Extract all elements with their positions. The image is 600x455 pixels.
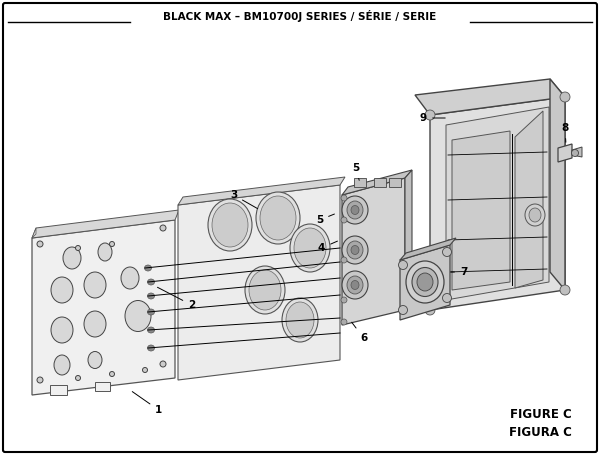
Ellipse shape: [412, 268, 438, 297]
Text: 7: 7: [451, 267, 467, 277]
Ellipse shape: [160, 225, 166, 231]
Ellipse shape: [148, 327, 155, 333]
Ellipse shape: [110, 371, 115, 376]
Polygon shape: [415, 79, 565, 115]
Ellipse shape: [256, 192, 300, 244]
Ellipse shape: [571, 150, 578, 157]
Ellipse shape: [98, 243, 112, 261]
Ellipse shape: [529, 208, 541, 222]
Polygon shape: [50, 385, 67, 395]
Ellipse shape: [425, 110, 435, 120]
Text: 1: 1: [132, 392, 162, 415]
Ellipse shape: [525, 204, 545, 226]
Ellipse shape: [63, 247, 81, 269]
Ellipse shape: [245, 266, 285, 314]
Ellipse shape: [351, 206, 359, 214]
Ellipse shape: [208, 199, 252, 251]
Polygon shape: [405, 170, 412, 310]
Ellipse shape: [54, 355, 70, 375]
Ellipse shape: [341, 195, 347, 201]
Ellipse shape: [341, 217, 347, 223]
Text: 3: 3: [230, 190, 257, 209]
Ellipse shape: [341, 319, 347, 325]
Ellipse shape: [148, 293, 155, 299]
Ellipse shape: [145, 265, 151, 271]
Text: 9: 9: [420, 113, 445, 123]
Polygon shape: [95, 382, 110, 391]
Polygon shape: [430, 97, 565, 310]
Text: 2: 2: [157, 287, 195, 310]
Text: BLACK MAX – BM10700J SERIES / SÉRIE / SERIE: BLACK MAX – BM10700J SERIES / SÉRIE / SE…: [163, 10, 437, 22]
Ellipse shape: [160, 361, 166, 367]
Polygon shape: [32, 220, 175, 395]
Ellipse shape: [290, 224, 330, 272]
Ellipse shape: [249, 270, 281, 310]
Ellipse shape: [351, 280, 359, 289]
Text: 8: 8: [562, 123, 569, 142]
Ellipse shape: [212, 203, 248, 247]
Ellipse shape: [342, 236, 368, 264]
Polygon shape: [572, 147, 582, 157]
Ellipse shape: [84, 311, 106, 337]
Text: 5: 5: [352, 163, 359, 180]
Ellipse shape: [76, 246, 80, 251]
Ellipse shape: [294, 228, 326, 268]
Ellipse shape: [76, 375, 80, 380]
Text: 6: 6: [352, 322, 367, 343]
Ellipse shape: [342, 196, 368, 224]
Ellipse shape: [148, 279, 155, 285]
Ellipse shape: [148, 345, 155, 351]
Polygon shape: [342, 170, 412, 195]
Ellipse shape: [425, 305, 435, 315]
Ellipse shape: [347, 276, 363, 294]
Ellipse shape: [37, 241, 43, 247]
Text: FIGURA C: FIGURA C: [509, 425, 572, 439]
Polygon shape: [354, 178, 366, 187]
Polygon shape: [558, 144, 572, 162]
Ellipse shape: [443, 293, 452, 303]
Ellipse shape: [51, 277, 73, 303]
Ellipse shape: [351, 246, 359, 254]
Ellipse shape: [84, 272, 106, 298]
Polygon shape: [178, 185, 340, 380]
Ellipse shape: [398, 305, 407, 314]
Ellipse shape: [406, 261, 444, 303]
Ellipse shape: [148, 309, 155, 315]
Polygon shape: [400, 245, 450, 320]
Polygon shape: [452, 131, 510, 290]
Polygon shape: [515, 111, 543, 288]
Polygon shape: [342, 178, 405, 325]
Polygon shape: [389, 178, 401, 187]
Ellipse shape: [37, 377, 43, 383]
Polygon shape: [446, 107, 549, 300]
Ellipse shape: [51, 317, 73, 343]
Ellipse shape: [125, 300, 151, 332]
Ellipse shape: [88, 352, 102, 369]
Polygon shape: [32, 210, 179, 238]
Ellipse shape: [342, 271, 368, 299]
Polygon shape: [374, 178, 386, 187]
Ellipse shape: [560, 285, 570, 295]
Ellipse shape: [347, 201, 363, 219]
Polygon shape: [550, 79, 565, 290]
Polygon shape: [32, 228, 36, 238]
Ellipse shape: [110, 242, 115, 247]
Ellipse shape: [282, 298, 318, 342]
Text: FIGURE C: FIGURE C: [510, 409, 572, 421]
Text: 5: 5: [316, 214, 334, 225]
Ellipse shape: [398, 261, 407, 269]
Ellipse shape: [286, 302, 314, 338]
Ellipse shape: [341, 257, 347, 263]
Ellipse shape: [347, 241, 363, 259]
Ellipse shape: [260, 196, 296, 240]
Ellipse shape: [143, 368, 148, 373]
Polygon shape: [400, 238, 456, 260]
Text: 4: 4: [318, 241, 337, 253]
Polygon shape: [178, 177, 345, 205]
Ellipse shape: [341, 297, 347, 303]
Ellipse shape: [560, 92, 570, 102]
Ellipse shape: [417, 273, 433, 291]
Ellipse shape: [443, 248, 452, 257]
Ellipse shape: [121, 267, 139, 289]
